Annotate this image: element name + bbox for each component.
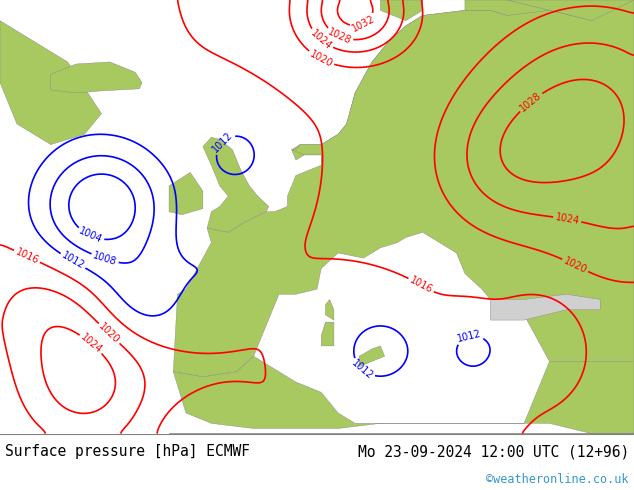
Text: 1028: 1028 bbox=[327, 26, 353, 46]
Polygon shape bbox=[465, 0, 592, 41]
Polygon shape bbox=[173, 0, 634, 377]
Polygon shape bbox=[490, 294, 600, 320]
Text: 1016: 1016 bbox=[14, 246, 40, 266]
Text: 1004: 1004 bbox=[77, 226, 104, 245]
Polygon shape bbox=[359, 346, 385, 367]
Text: 1024: 1024 bbox=[554, 212, 580, 226]
Text: 1012: 1012 bbox=[60, 250, 86, 271]
Polygon shape bbox=[292, 10, 524, 171]
Text: 1012: 1012 bbox=[210, 130, 235, 154]
Text: Mo 23-09-2024 12:00 UTC (12+96): Mo 23-09-2024 12:00 UTC (12+96) bbox=[358, 444, 629, 459]
Text: 1024: 1024 bbox=[308, 28, 333, 51]
Text: 1012: 1012 bbox=[350, 358, 375, 382]
Text: 1020: 1020 bbox=[562, 256, 588, 275]
Polygon shape bbox=[169, 172, 203, 215]
Polygon shape bbox=[51, 62, 142, 93]
Polygon shape bbox=[325, 299, 334, 320]
Text: 1032: 1032 bbox=[351, 14, 377, 34]
Text: 1024: 1024 bbox=[79, 332, 104, 355]
Text: 1012: 1012 bbox=[456, 329, 482, 344]
Polygon shape bbox=[169, 356, 634, 434]
Text: 1020: 1020 bbox=[97, 321, 122, 345]
Text: 1008: 1008 bbox=[92, 250, 118, 268]
Polygon shape bbox=[380, 0, 423, 21]
Text: 1020: 1020 bbox=[307, 49, 334, 69]
Polygon shape bbox=[203, 137, 269, 232]
Polygon shape bbox=[321, 322, 334, 346]
Polygon shape bbox=[0, 21, 101, 145]
Polygon shape bbox=[507, 0, 634, 21]
Text: Surface pressure [hPa] ECMWF: Surface pressure [hPa] ECMWF bbox=[5, 444, 250, 459]
Text: 1028: 1028 bbox=[518, 90, 543, 114]
Text: 1016: 1016 bbox=[408, 275, 434, 295]
Text: ©weatheronline.co.uk: ©weatheronline.co.uk bbox=[486, 473, 629, 487]
